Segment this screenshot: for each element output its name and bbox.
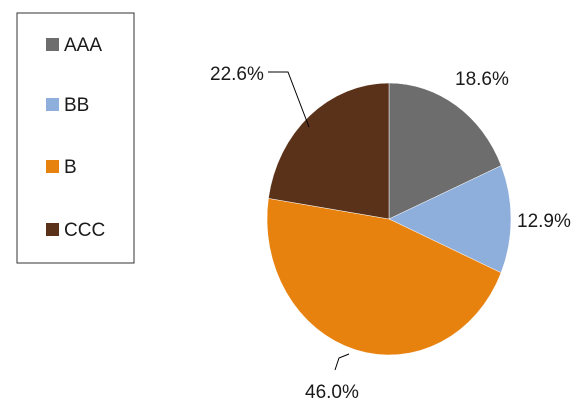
data-label-aaa: 18.6%: [455, 69, 509, 90]
legend: AAA BB B CCC: [16, 12, 135, 264]
pie-slice-aaa: [388, 82, 502, 220]
legend-label-b: B: [64, 157, 77, 178]
leader-line-b: [334, 353, 350, 371]
pie-slice-b: [266, 198, 502, 356]
legend-swatch-aaa: [46, 38, 59, 51]
data-label-b: 46.0%: [305, 382, 359, 403]
legend-swatch-ccc: [46, 223, 59, 236]
legend-swatch-b: [46, 160, 59, 173]
data-label-ccc: 22.6%: [210, 64, 264, 85]
legend-label-aaa: AAA: [64, 35, 102, 56]
legend-label-ccc: CCC: [64, 220, 105, 241]
leader-line-ccc: [268, 71, 310, 128]
pie-slice-bb: [388, 165, 512, 274]
legend-swatch-bb: [46, 98, 59, 111]
data-label-bb: 12.9%: [517, 211, 571, 232]
legend-label-bb: BB: [64, 95, 89, 116]
legend-box: [16, 12, 135, 264]
pie-slice-ccc: [268, 82, 390, 220]
